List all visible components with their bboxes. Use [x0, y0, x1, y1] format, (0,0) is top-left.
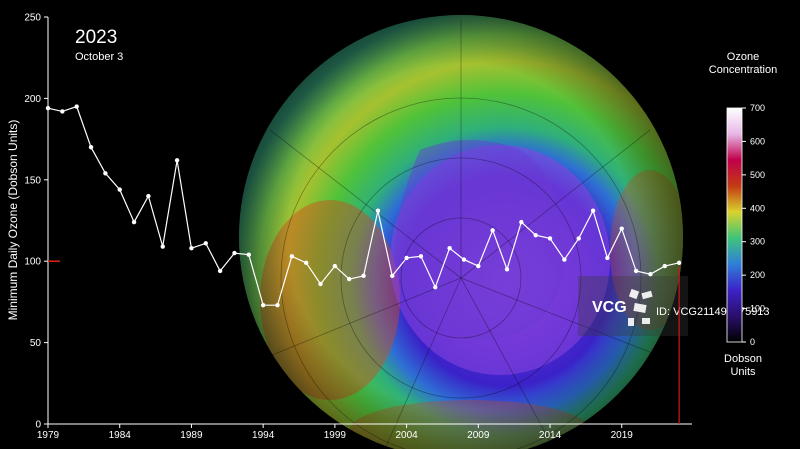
colorbar-title-line1: Ozone — [727, 51, 759, 63]
chart-axes: 0 50 100 150 200 250 1979 1984 1989 1994 1999 2004 2… — [24, 13, 692, 441]
data-point — [404, 255, 409, 261]
data-point — [619, 226, 624, 231]
data-point — [45, 105, 51, 111]
data-point — [318, 281, 323, 287]
data-point — [476, 263, 481, 269]
colorbar-title-line2: Concentration — [709, 64, 778, 76]
data-point — [131, 219, 137, 225]
x-tick-label: 1979 — [37, 430, 60, 441]
data-point — [88, 145, 94, 150]
data-point — [203, 241, 208, 246]
data-point — [562, 257, 567, 262]
data-point — [246, 252, 252, 257]
data-point — [347, 276, 352, 282]
data-point — [332, 263, 338, 269]
chart-series — [45, 104, 682, 308]
x-tick-label: 1984 — [109, 430, 132, 441]
data-point — [217, 268, 223, 274]
data-point — [633, 268, 639, 274]
data-point — [117, 187, 122, 192]
x-tick-label: 2009 — [467, 430, 490, 441]
data-point — [60, 109, 65, 114]
colorbar-tick-label: 700 — [750, 103, 765, 113]
x-tick-label: 2019 — [611, 430, 634, 441]
data-point — [390, 273, 395, 279]
y-tick-label: 50 — [30, 338, 42, 349]
data-point — [160, 244, 165, 249]
data-point — [74, 104, 79, 109]
data-point — [303, 260, 309, 266]
colorbar-units-line2: Units — [730, 366, 756, 378]
data-point — [504, 267, 510, 272]
data-point — [260, 302, 266, 308]
colorbar-tick-label: 100 — [750, 304, 765, 314]
colorbar-tick-label: 300 — [750, 237, 765, 247]
data-point — [375, 208, 381, 213]
colorbar-tick-label: 200 — [750, 270, 765, 280]
data-point — [519, 219, 524, 225]
colorbar-ticks: 0 100 200 300 400 500 600 700 — [742, 103, 765, 347]
y-tick-label: 150 — [24, 175, 41, 186]
x-tick-label: 1999 — [324, 430, 347, 441]
colorbar: Ozone Concentration 0 100 200 300 400 500 600 7… — [709, 51, 778, 378]
data-point — [174, 158, 180, 163]
data-point — [676, 260, 682, 266]
x-tick-label: 1989 — [180, 430, 203, 441]
chart-date: October 3 — [75, 51, 123, 63]
ozone-globe — [239, 15, 683, 449]
data-point — [547, 236, 553, 241]
data-point — [232, 250, 237, 256]
data-point — [361, 273, 366, 279]
colorbar-units-line1: Dobson — [724, 353, 762, 365]
data-point — [461, 257, 467, 262]
data-point — [648, 272, 653, 277]
y-tick-label: 0 — [35, 420, 41, 431]
data-point — [533, 232, 538, 238]
data-point — [605, 255, 610, 261]
y-axis-label: Minimum Daily Ozone (Dobson Units) — [6, 120, 20, 321]
y-tick-label: 100 — [24, 257, 41, 268]
data-point — [418, 254, 424, 259]
data-point — [189, 245, 194, 251]
colorbar-tick-label: 400 — [750, 203, 765, 213]
data-point — [447, 245, 452, 251]
data-point — [146, 193, 151, 199]
x-tick-label: 1994 — [252, 430, 275, 441]
colorbar-gradient — [726, 107, 743, 343]
colorbar-tick-label: 600 — [750, 136, 765, 146]
watermark-mark-icon — [628, 288, 653, 326]
colorbar-tick-label: 0 — [750, 337, 755, 347]
data-point — [490, 228, 495, 233]
data-point — [576, 236, 581, 241]
data-point — [103, 171, 108, 176]
x-tick-label: 2014 — [539, 430, 562, 441]
chart-year: 2023 — [75, 27, 117, 48]
watermark-logo: VCG — [592, 299, 627, 316]
y-tick-label: 250 — [24, 13, 41, 24]
y-tick-label: 200 — [24, 94, 41, 105]
data-point — [590, 208, 596, 213]
data-point — [433, 285, 438, 290]
colorbar-tick-label: 500 — [750, 170, 765, 180]
x-tick-label: 2004 — [395, 430, 418, 441]
data-point — [289, 254, 295, 259]
data-point — [275, 302, 280, 308]
data-point — [662, 263, 667, 269]
